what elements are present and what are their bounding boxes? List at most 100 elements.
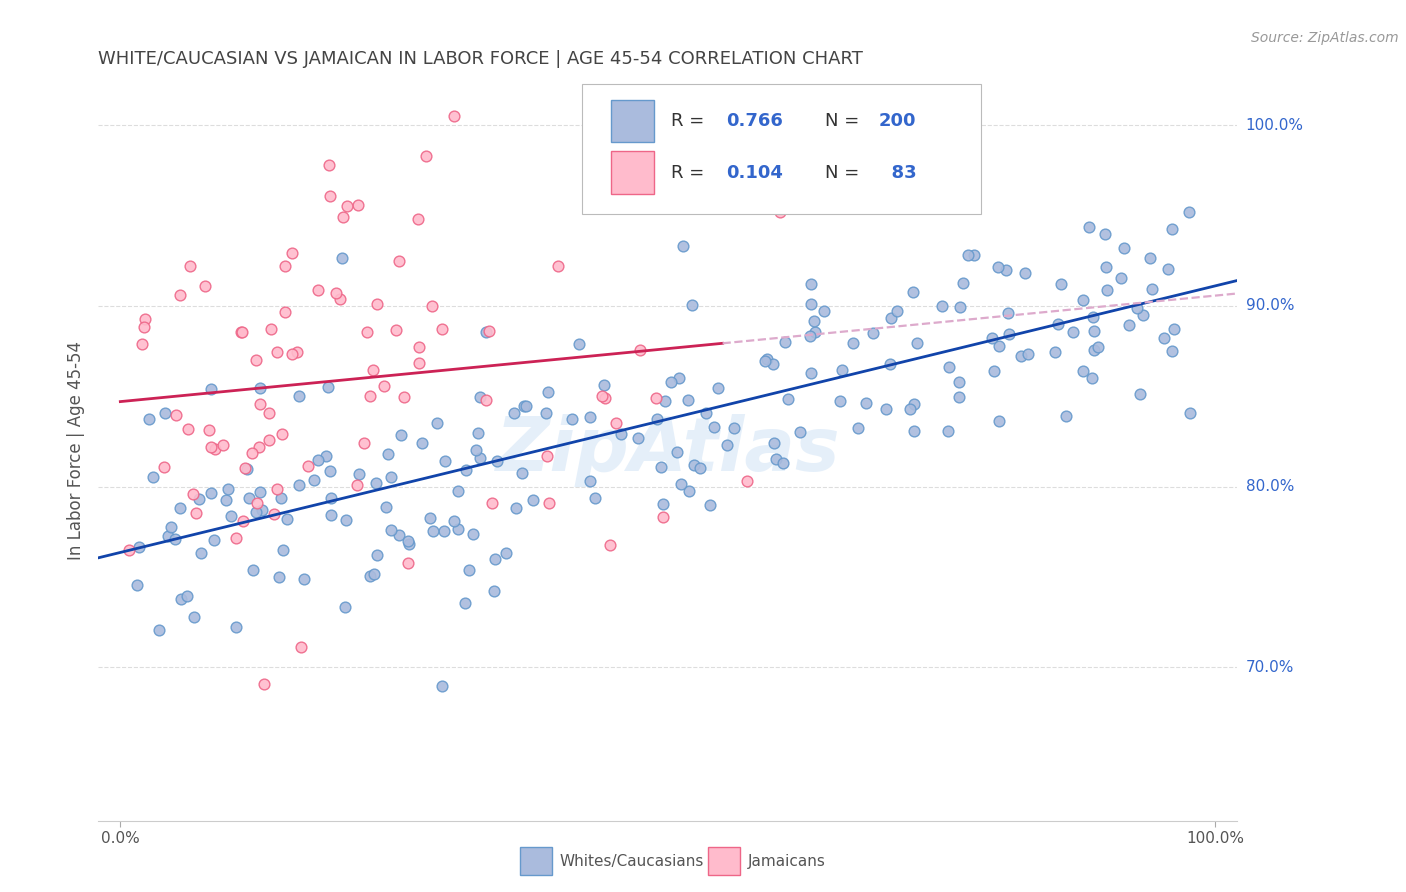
Text: 90.0%: 90.0% — [1246, 299, 1294, 313]
Point — [486, 454, 509, 468]
Point — [775, 335, 797, 350]
Point — [329, 293, 352, 307]
Point — [132, 319, 155, 334]
Point — [592, 377, 614, 392]
Point — [408, 340, 430, 354]
Point — [804, 326, 827, 340]
Point — [263, 507, 285, 521]
Point — [522, 493, 544, 508]
Point — [398, 537, 420, 551]
Point — [831, 363, 853, 377]
Point — [200, 382, 222, 396]
Point — [800, 277, 823, 291]
Point — [246, 496, 269, 510]
Point — [366, 548, 388, 562]
Point — [380, 523, 402, 537]
Point — [415, 149, 437, 163]
Point — [281, 347, 304, 361]
Point — [242, 562, 264, 576]
Point — [447, 523, 470, 537]
Point — [515, 399, 537, 413]
Point — [1081, 310, 1104, 325]
Point — [131, 337, 153, 351]
Point — [716, 438, 738, 452]
Text: Source: ZipAtlas.com: Source: ZipAtlas.com — [1251, 31, 1399, 45]
Point — [1062, 326, 1084, 340]
Point — [252, 503, 274, 517]
Text: 200: 200 — [879, 112, 917, 130]
Text: 0.104: 0.104 — [725, 164, 783, 182]
Point — [1078, 219, 1101, 234]
Point — [346, 477, 368, 491]
Point — [364, 476, 387, 491]
Point — [484, 551, 506, 566]
Point — [1180, 406, 1202, 420]
Point — [645, 411, 668, 425]
Point — [353, 436, 375, 450]
Point — [219, 509, 242, 524]
Point — [443, 514, 465, 528]
Point — [307, 452, 329, 467]
Point — [997, 305, 1019, 319]
Point — [128, 541, 150, 555]
Point — [287, 389, 309, 403]
Point — [464, 443, 486, 458]
Point — [457, 563, 479, 577]
Point — [142, 470, 165, 484]
Point — [654, 394, 676, 409]
Point — [652, 509, 675, 524]
Point — [510, 466, 533, 480]
Point — [249, 381, 271, 395]
Point — [396, 557, 419, 571]
Point — [537, 496, 560, 510]
Point — [1160, 222, 1182, 236]
Point — [957, 247, 980, 261]
Point — [316, 379, 339, 393]
Point — [561, 412, 583, 426]
Point — [936, 424, 959, 438]
Point — [183, 610, 205, 624]
Point — [898, 402, 921, 417]
Point — [695, 405, 717, 419]
Point — [1056, 409, 1078, 423]
Point — [765, 451, 787, 466]
Point — [789, 425, 811, 439]
Point — [426, 416, 449, 430]
Point — [998, 327, 1021, 342]
Point — [1071, 293, 1094, 308]
Point — [304, 473, 326, 487]
Point — [1087, 340, 1109, 354]
Point — [170, 591, 193, 606]
Point — [432, 679, 454, 693]
Point — [1163, 322, 1185, 336]
Bar — [520, 847, 551, 875]
Point — [249, 397, 271, 411]
Bar — [612, 100, 654, 143]
Text: 0.766: 0.766 — [725, 112, 783, 130]
Point — [1014, 266, 1036, 280]
Point — [1095, 283, 1118, 297]
Point — [651, 497, 673, 511]
Point — [1094, 227, 1116, 241]
Point — [470, 390, 492, 404]
Point — [375, 500, 398, 515]
Point — [703, 420, 725, 434]
Point — [769, 204, 792, 219]
Point — [443, 109, 465, 123]
Point — [931, 299, 953, 313]
Point — [474, 392, 496, 407]
Point — [377, 447, 399, 461]
Point — [1017, 347, 1039, 361]
Point — [332, 210, 354, 224]
Point — [987, 414, 1010, 428]
Point — [799, 329, 821, 343]
Point — [803, 314, 825, 328]
Point — [271, 543, 294, 558]
Point — [503, 406, 526, 420]
Point — [1083, 343, 1105, 357]
Point — [388, 254, 411, 268]
Point — [117, 543, 139, 558]
Point — [1156, 262, 1178, 277]
Point — [1095, 260, 1118, 274]
Point — [875, 402, 897, 417]
